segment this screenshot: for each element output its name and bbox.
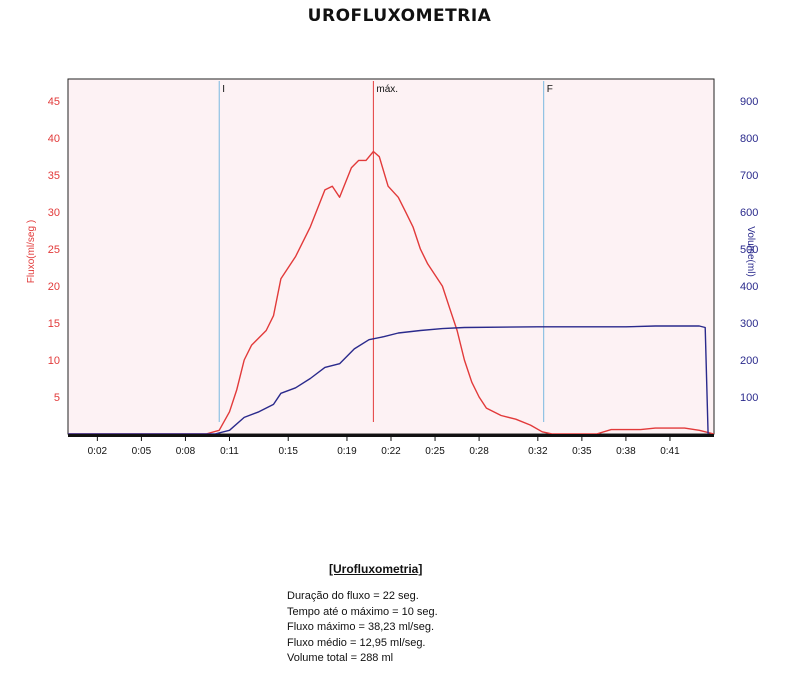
left-tick-label-2: 15	[48, 318, 60, 330]
left-tick-label-5: 30	[48, 207, 60, 219]
x-tick-label-10: 0:35	[572, 446, 592, 457]
marker-label-1: máx.	[376, 84, 398, 95]
right-tick-label-0: 100	[740, 392, 758, 404]
header-band	[20, 26, 496, 70]
right-tick-label-1: 200	[740, 355, 758, 367]
summary-list: Duração do fluxo = 22 seg. Tempo até o m…	[287, 589, 438, 667]
left-axis-title: Fluxo(ml/seg )	[26, 220, 37, 283]
plot-area	[67, 78, 715, 435]
x-tick-label-1: 0:05	[132, 446, 152, 457]
x-tick-label-5: 0:19	[337, 446, 357, 457]
summary-heading: [Urofluxometria]	[329, 562, 423, 576]
x-tick-label-0: 0:02	[88, 446, 108, 457]
right-tick-label-3: 400	[740, 281, 758, 293]
summary-line-max-flow: Fluxo máximo = 38,23 ml/seg.	[287, 621, 435, 633]
right-tick-label-5: 600	[740, 207, 758, 219]
right-tick-label-6: 700	[740, 170, 758, 182]
left-tick-label-3: 20	[48, 281, 60, 293]
left-tick-label-6: 35	[48, 170, 60, 182]
left-tick-label-7: 40	[48, 133, 60, 145]
series-line-1	[68, 325, 709, 435]
x-tick-label-2: 0:08	[176, 446, 196, 457]
left-tick-label-1: 10	[48, 355, 60, 367]
summary-line-duration: Duração do fluxo = 22 seg.	[287, 590, 419, 602]
page-title: UROFLUXOMETRIA	[307, 6, 492, 26]
x-tick-label-8: 0:28	[469, 446, 489, 457]
summary-line-time-to-max: Tempo até o máximo = 10 seg.	[287, 605, 438, 618]
x-tick-label-12: 0:41	[660, 446, 680, 457]
x-tick-label-4: 0:15	[278, 446, 298, 457]
left-tick-label-8: 45	[48, 96, 60, 108]
x-tick-label-3: 0:11	[220, 446, 239, 457]
series-line-0	[68, 150, 715, 435]
x-tick-label-7: 0:25	[425, 446, 445, 457]
right-tick-label-8: 900	[740, 96, 758, 108]
marker-label-2: F	[547, 84, 553, 95]
right-tick-label-7: 800	[740, 133, 758, 145]
marker-label-0: I	[222, 84, 225, 95]
left-tick-label-0: 5	[54, 392, 60, 404]
x-tick-label-11: 0:38	[616, 446, 636, 457]
x-tick-label-6: 0:22	[381, 446, 401, 457]
left-tick-label-4: 25	[48, 244, 60, 256]
summary-line-total-volume: Volume total = 288 ml	[287, 652, 394, 664]
summary-line-mean-flow: Fluxo médio = 12,95 ml/seg.	[287, 636, 426, 649]
right-tick-label-2: 300	[740, 318, 758, 330]
right-tick-label-4: 500	[740, 244, 758, 256]
right-axis-title: Volume(ml)	[745, 226, 756, 277]
x-tick-label-9: 0:32	[528, 446, 548, 457]
